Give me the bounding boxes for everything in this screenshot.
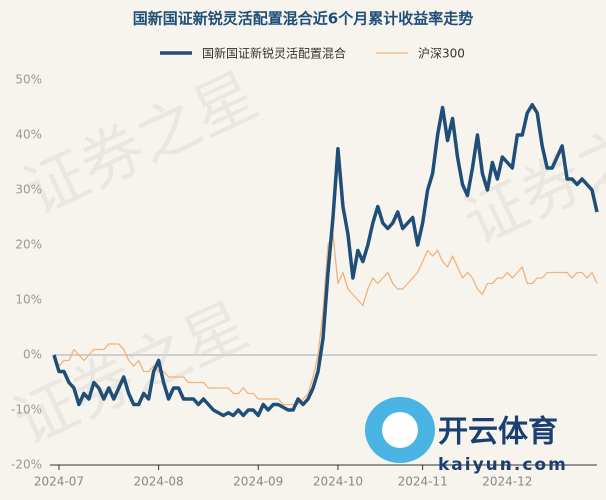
x-tick-label: 2024-07 [34, 475, 84, 489]
logo-ball-inner [382, 412, 418, 448]
logo-url: kaiyun.com [438, 455, 568, 475]
y-tick-label: -20% [11, 458, 42, 472]
legend: 国新国证新锐灵活配置混合 沪深300 [160, 46, 465, 61]
logo: 开云体育 kaiyun.com [365, 397, 568, 475]
series-line [53, 233, 598, 406]
y-tick-label: -10% [11, 403, 42, 417]
x-tick-label: 2024-08 [134, 475, 184, 489]
y-tick-label: 0% [23, 348, 42, 362]
legend-label: 沪深300 [418, 47, 465, 61]
y-tick-label: 10% [15, 293, 42, 307]
y-tick-label: 50% [15, 73, 42, 87]
series-line [52, 103, 599, 418]
x-tick-label: 2024-09 [233, 475, 283, 489]
y-tick-label: 20% [15, 238, 42, 252]
y-tick-label: 30% [15, 183, 42, 197]
x-tick-label: 2024-10 [313, 475, 363, 489]
y-tick-label: 40% [15, 128, 42, 142]
legend-label: 国新国证新锐灵活配置混合 [202, 46, 346, 61]
logo-text: 开云体育 [438, 415, 558, 450]
x-tick-label: 2024-11 [398, 475, 448, 489]
chart-title: 国新国证新锐灵活配置混合近6个月累计收益率走势 [133, 10, 473, 28]
x-tick-label: 2024-12 [482, 475, 532, 489]
